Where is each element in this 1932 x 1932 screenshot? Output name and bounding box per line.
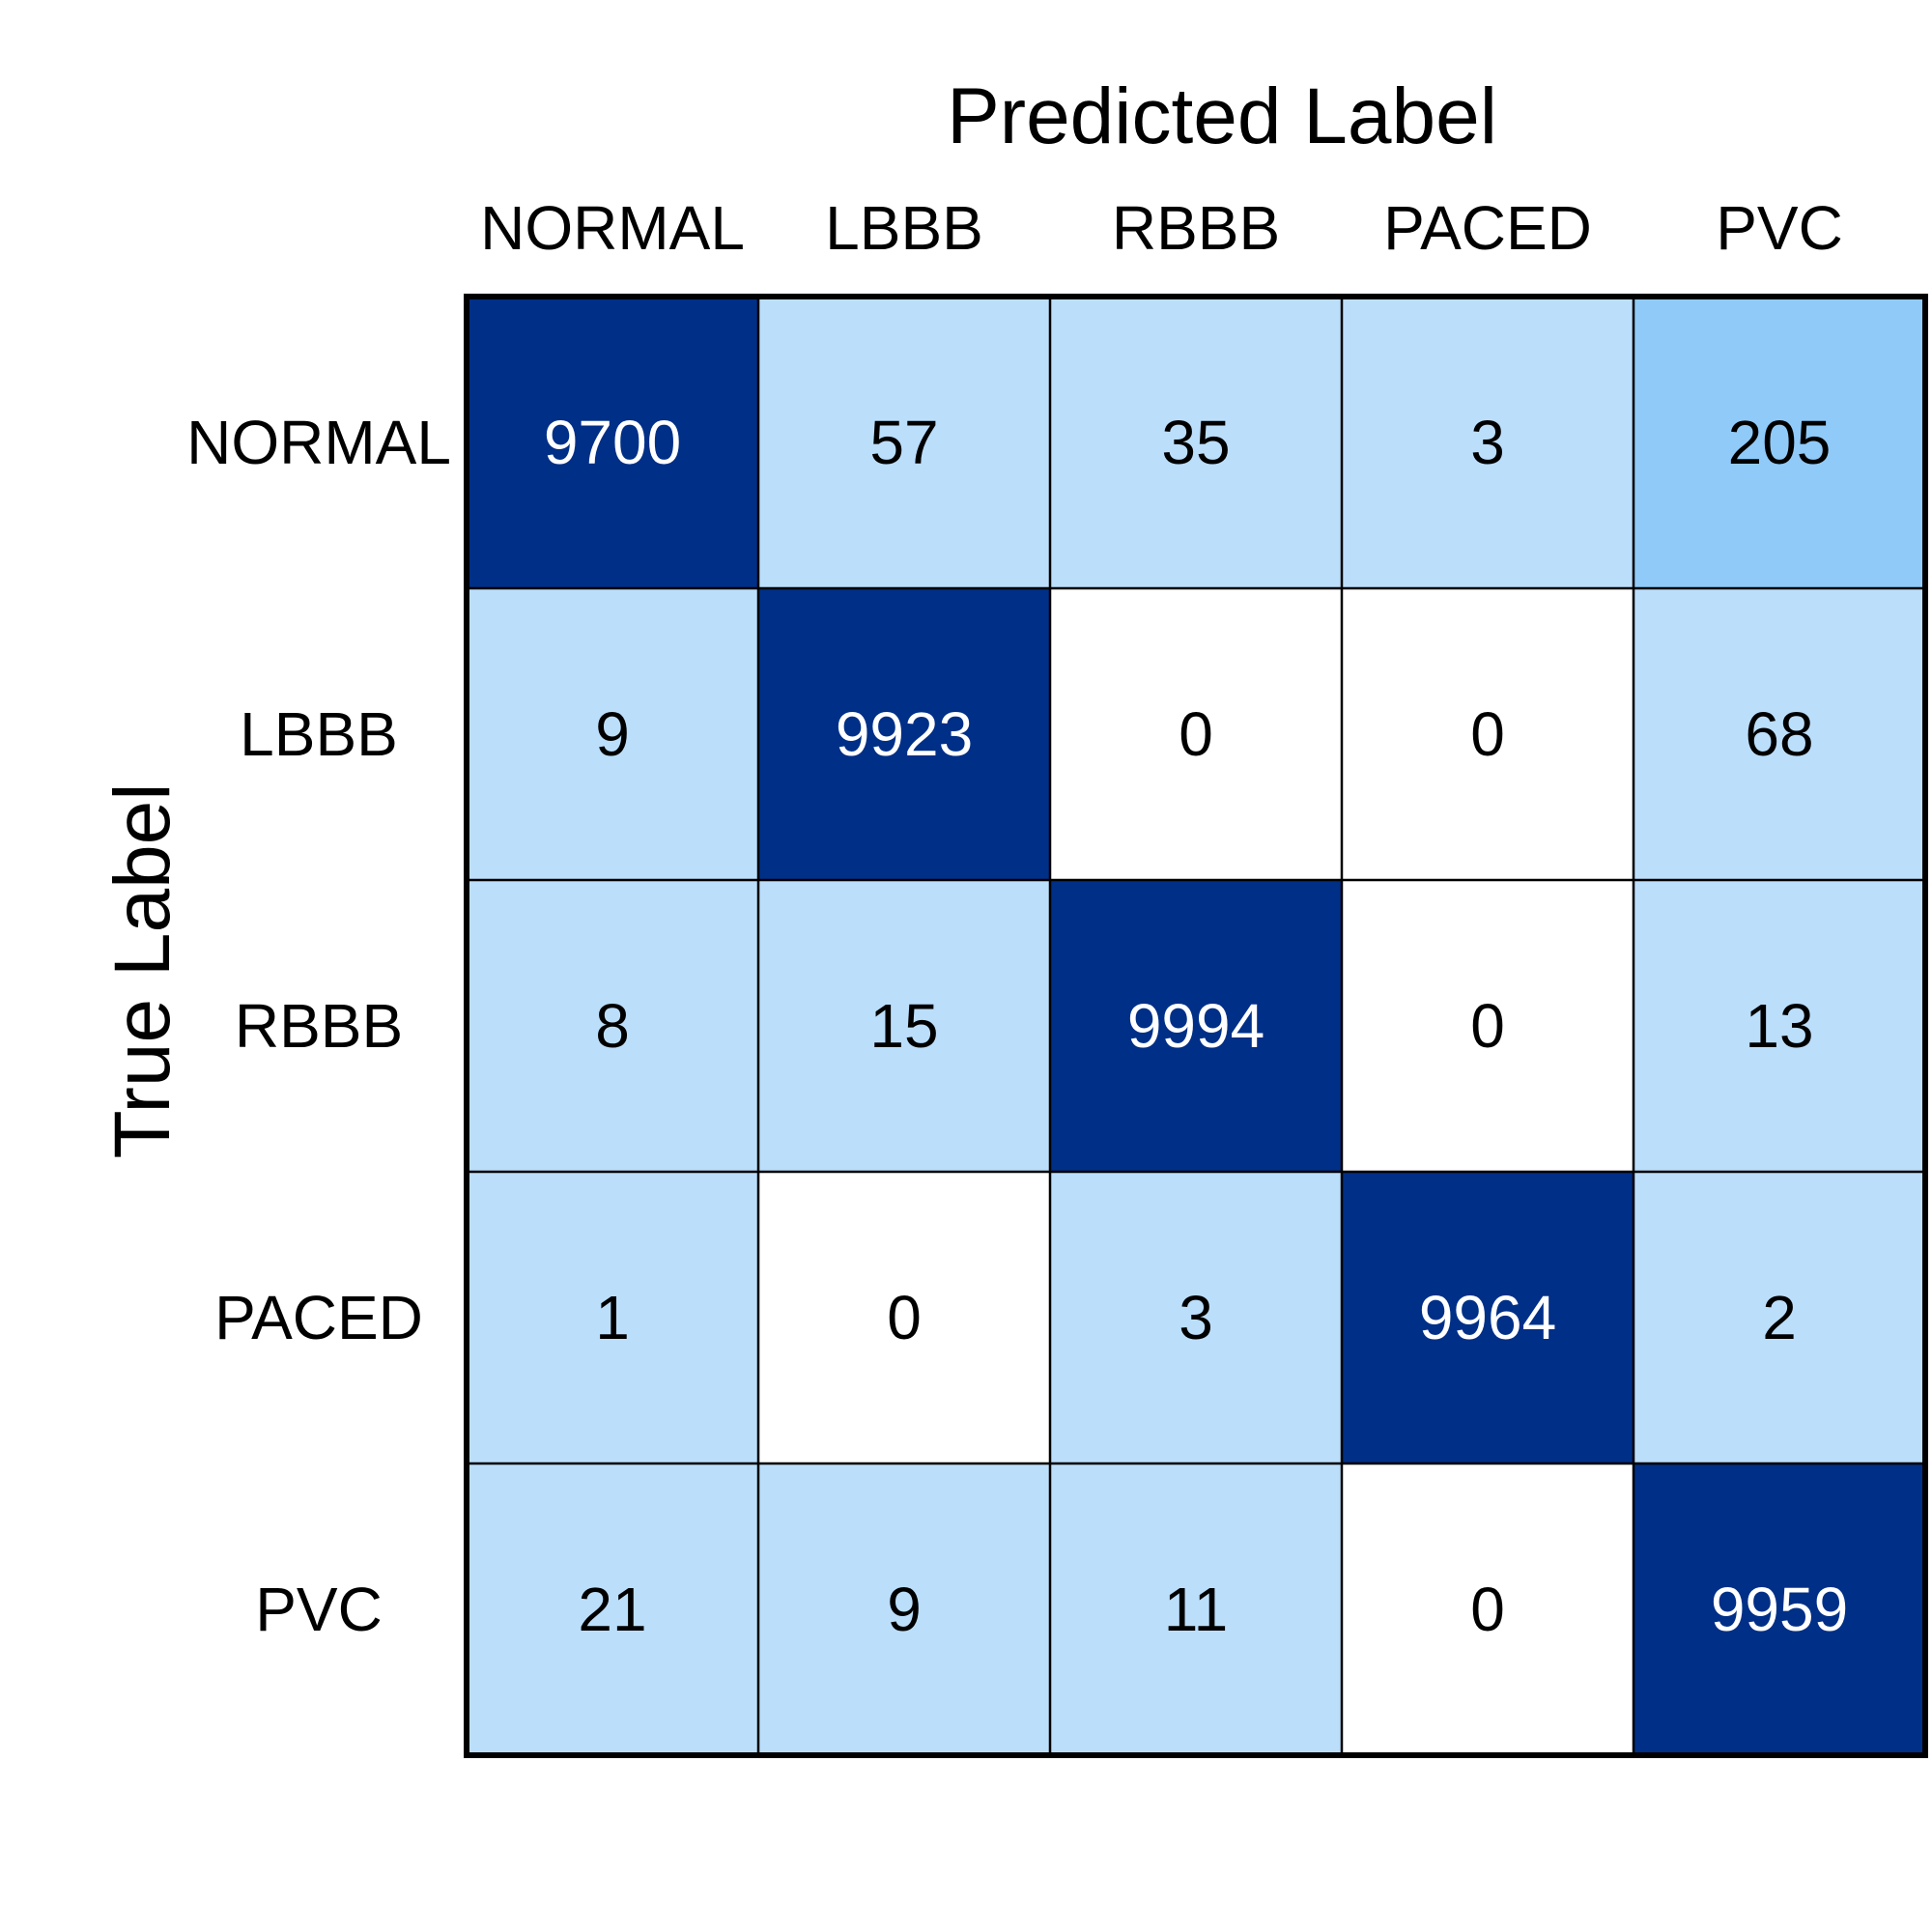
- cell-value-label: 15: [869, 991, 938, 1061]
- heatmap-gridlines: [467, 297, 1925, 1755]
- heatmap-cell: [758, 880, 1050, 1172]
- cell-value-label: 1: [595, 1283, 630, 1352]
- heatmap-cell: [467, 880, 758, 1172]
- cell-value-labels: 9700 57 35 3 205 9 9923 0 0 68 8 15 9994 0 13 1 0 3 9964 2 2…: [544, 408, 1848, 1644]
- heatmap-cell: [1050, 297, 1342, 588]
- cell-value-label: 68: [1745, 699, 1813, 769]
- cell-value-label: 9: [887, 1575, 922, 1644]
- cell-value-label: 8: [595, 991, 630, 1061]
- heatmap-cell: [1634, 1172, 1925, 1463]
- heatmap-cell: [1342, 297, 1634, 588]
- heatmap-cell: [758, 1463, 1050, 1755]
- x-tick-label: LBBB: [825, 193, 983, 263]
- cell-value-label: 9959: [1711, 1575, 1848, 1644]
- heatmap-cell: [467, 588, 758, 880]
- cell-value-label: 9964: [1419, 1283, 1556, 1352]
- heatmap-cell: [467, 1463, 758, 1755]
- heatmap-cell: [1050, 1172, 1342, 1463]
- cell-value-label: 35: [1161, 408, 1230, 477]
- heatmap-cell: [1050, 880, 1342, 1172]
- x-tick-label: PACED: [1383, 193, 1592, 263]
- heatmap-cell: [467, 297, 758, 588]
- y-tick-label: LBBB: [240, 699, 398, 769]
- cell-value-label: 9923: [836, 699, 973, 769]
- heatmap-cell: [1634, 880, 1925, 1172]
- x-tick-label: NORMAL: [480, 193, 745, 263]
- heatmap-cell: [1634, 588, 1925, 880]
- cell-value-label: 3: [1179, 1283, 1213, 1352]
- heatmap-cell: [1050, 1463, 1342, 1755]
- x-tick-label: PVC: [1716, 193, 1843, 263]
- heatmap-cell: [1342, 880, 1634, 1172]
- cell-value-label: 13: [1745, 991, 1813, 1061]
- cell-value-label: 9700: [544, 408, 681, 477]
- y-tick-label: PVC: [255, 1575, 383, 1644]
- heatmap-cells: [467, 297, 1925, 1755]
- cell-value-label: 9: [595, 699, 630, 769]
- cell-value-label: 57: [869, 408, 938, 477]
- heatmap-cell: [1634, 1463, 1925, 1755]
- cell-value-label: 205: [1728, 408, 1832, 477]
- heatmap-cell: [1342, 1172, 1634, 1463]
- x-tick-labels: NORMAL LBBB RBBB PACED PVC: [480, 193, 1843, 263]
- cell-value-label: 0: [1470, 991, 1505, 1061]
- y-tick-label: NORMAL: [186, 408, 451, 477]
- y-tick-label: PACED: [214, 1283, 423, 1352]
- heatmap-cell: [758, 1172, 1050, 1463]
- x-axis-title: Predicted Label: [947, 72, 1497, 160]
- matrix-frame: [464, 294, 1928, 1758]
- x-tick-label: RBBB: [1112, 193, 1280, 263]
- cell-value-label: 0: [1470, 699, 1505, 769]
- y-axis-title: True Label: [99, 783, 186, 1159]
- heatmap-cell: [1634, 297, 1925, 588]
- cell-value-label: 9994: [1127, 991, 1264, 1061]
- heatmap-cell: [1342, 588, 1634, 880]
- cell-value-label: 2: [1762, 1283, 1797, 1352]
- heatmap-cell: [758, 588, 1050, 880]
- y-tick-labels: NORMAL LBBB RBBB PACED PVC: [186, 408, 451, 1644]
- cell-value-label: 21: [578, 1575, 646, 1644]
- heatmap-cell: [1342, 1463, 1634, 1755]
- y-tick-label: RBBB: [235, 991, 403, 1061]
- heatmap-cell: [758, 297, 1050, 588]
- cell-value-label: 0: [1470, 1575, 1505, 1644]
- cell-value-label: 0: [1179, 699, 1213, 769]
- cell-value-label: 11: [1164, 1575, 1228, 1644]
- cell-value-label: 0: [887, 1283, 922, 1352]
- cell-value-label: 3: [1470, 408, 1505, 477]
- heatmap-cell: [467, 1172, 758, 1463]
- heatmap-cell: [1050, 588, 1342, 880]
